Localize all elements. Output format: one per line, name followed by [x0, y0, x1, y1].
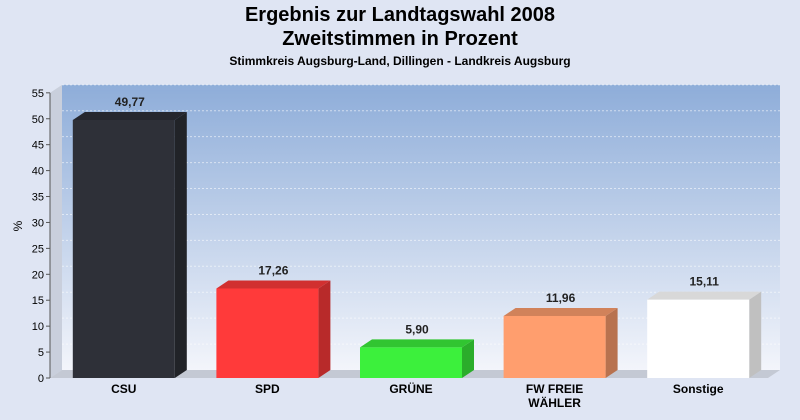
data-label: 5,90 [405, 322, 429, 336]
chart-subtitle: Zweitstimmen in Prozent [282, 28, 518, 50]
y-tick-label: 55 [32, 88, 44, 100]
y-tick-label: 0 [38, 373, 44, 385]
bar-side [462, 339, 474, 378]
y-tick-label: 30 [32, 217, 44, 229]
bar-side [174, 111, 187, 378]
bar-top [216, 280, 331, 289]
x-tick-label: CSU [111, 382, 136, 396]
y-tick-label: 20 [32, 269, 44, 281]
bar-top [503, 307, 618, 316]
x-tick-label: Sonstige [673, 382, 724, 396]
bar-side [318, 280, 331, 378]
bar-side [605, 307, 618, 378]
y-tick-label: 50 [32, 114, 44, 126]
y-tick-label: 5 [38, 347, 44, 359]
plot-side-wall [50, 84, 62, 378]
data-label: 11,96 [546, 291, 576, 305]
x-tick-label: SPD [255, 382, 280, 396]
x-tick-label: FW FREIE WÄHLER [526, 382, 583, 410]
bar-top [72, 111, 187, 120]
x-tick-label: GRÜNE [389, 381, 432, 396]
bar [647, 299, 750, 378]
y-axis-label: % [11, 220, 25, 231]
bar-side [749, 291, 762, 378]
y-tick-label: 35 [32, 192, 44, 204]
bar-top [647, 291, 762, 300]
bar-top [360, 339, 474, 348]
bar [72, 119, 175, 378]
y-tick-label: 15 [32, 295, 44, 307]
chart-title: Ergebnis zur Landtagswahl 2008 [244, 4, 556, 26]
bar [360, 347, 462, 378]
y-tick-label: 10 [32, 321, 44, 333]
data-label: 17,26 [258, 264, 288, 278]
bar [216, 288, 319, 378]
y-tick-label: 45 [32, 140, 44, 152]
y-tick-label: 25 [32, 243, 44, 255]
data-label: 49,77 [115, 95, 145, 109]
y-tick-label: 40 [32, 166, 44, 178]
bar [503, 315, 606, 378]
chart-caption: Stimmkreis Augsburg-Land, Dillingen - La… [229, 54, 571, 68]
data-label: 15,11 [690, 275, 720, 289]
